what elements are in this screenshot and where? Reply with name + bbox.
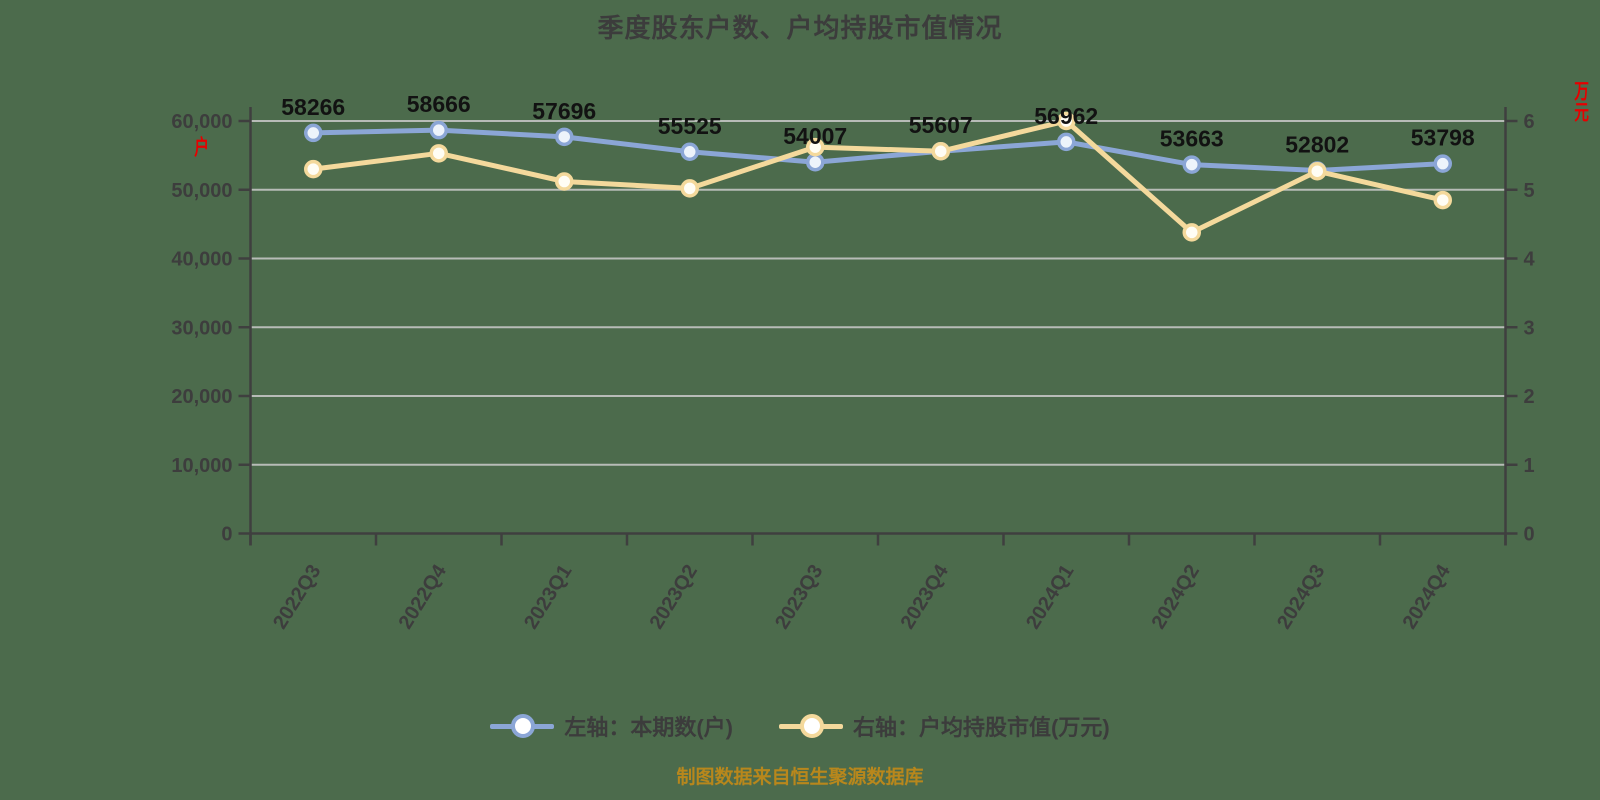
left-axis-unit-label: 户 [192, 136, 209, 157]
left-axis-tick-label: 0 [221, 524, 232, 546]
value-label-2024Q3: 52802 [1285, 131, 1349, 157]
value-label-2022Q3: 58266 [281, 94, 345, 120]
right-axis-tick-label: 0 [1524, 524, 1535, 546]
x-axis-label-2023Q2: 2023Q2 [646, 561, 702, 633]
left-axis-tick-label: 40,000 [171, 249, 232, 271]
point-avg-holding-value-2023Q1[interactable] [555, 172, 574, 191]
right-axis-unit-label: 万元 [1572, 80, 1589, 122]
legend-item-current-holders[interactable]: 左轴：本期数(户) [490, 710, 733, 742]
legend-label-avg-holding-value: 右轴：户均持股市值(万元) [853, 715, 1110, 740]
value-label-2023Q2: 55525 [658, 113, 722, 139]
point-current-holders-2022Q4[interactable] [429, 120, 448, 140]
point-current-holders-2023Q2[interactable] [680, 142, 699, 162]
point-current-holders-2024Q1[interactable] [1057, 132, 1076, 152]
left-axis-tick-label: 30,000 [171, 317, 232, 339]
series-line-avg-holding-value [310, 118, 1446, 235]
point-avg-holding-value-2024Q1[interactable] [1057, 111, 1076, 131]
point-avg-holding-value-2022Q3[interactable] [304, 159, 323, 179]
point-current-holders-2024Q2[interactable] [1182, 155, 1201, 174]
x-axis-label-2022Q4: 2022Q4 [395, 560, 452, 633]
point-current-holders-2022Q3[interactable] [304, 123, 323, 143]
value-label-2022Q4: 58666 [407, 91, 471, 117]
point-avg-holding-value-2023Q4[interactable] [931, 142, 950, 161]
right-axis-tick-label: 4 [1524, 249, 1536, 271]
chart-title: 季度股东户数、户均持股市值情况 [597, 13, 1003, 43]
x-axis-label-2024Q2: 2024Q2 [1148, 561, 1204, 633]
value-label-2023Q1: 57696 [532, 98, 596, 124]
x-axis-label-2024Q1: 2024Q1 [1022, 561, 1078, 633]
right-axis-tick-label: 6 [1524, 111, 1535, 133]
right-axis-tick-label: 2 [1524, 386, 1535, 408]
point-avg-holding-value-2024Q3[interactable] [1308, 161, 1327, 181]
right-axis-tick-label: 1 [1524, 455, 1535, 477]
data-source-caption: 制图数据来自恒生聚源数据库 [676, 767, 924, 788]
series-line-current-holders [310, 127, 1446, 173]
x-axis-label-2023Q4: 2023Q4 [897, 560, 954, 633]
x-axis-label-2024Q3: 2024Q3 [1273, 561, 1329, 633]
legend-item-avg-holding-value[interactable]: 右轴：户均持股市值(万元) [779, 710, 1110, 742]
right-axis-tick-label: 5 [1524, 180, 1535, 202]
value-label-2023Q4: 55607 [909, 112, 973, 138]
left-axis-tick-label: 50,000 [171, 180, 232, 202]
right-axis-tick-label: 3 [1524, 317, 1535, 339]
left-axis-tick-label: 60,000 [171, 111, 232, 133]
value-label-2024Q4: 53798 [1411, 125, 1475, 151]
point-avg-holding-value-2024Q4[interactable] [1433, 190, 1452, 210]
legend-label-current-holders: 左轴：本期数(户) [564, 715, 733, 740]
legend-marker-yellow-icon [779, 713, 843, 739]
point-avg-holding-value-2023Q3[interactable] [806, 137, 825, 157]
x-axis-label-2024Q4: 2024Q4 [1399, 560, 1456, 633]
point-avg-holding-value-2022Q4[interactable] [429, 144, 448, 163]
point-current-holders-2023Q1[interactable] [555, 127, 574, 147]
point-avg-holding-value-2023Q2[interactable] [680, 179, 699, 198]
value-label-2024Q1: 56962 [1034, 103, 1098, 129]
legend: 左轴：本期数(户) 右轴：户均持股市值(万元) [0, 710, 1600, 742]
point-current-holders-2024Q4[interactable] [1433, 154, 1452, 173]
point-avg-holding-value-2024Q2[interactable] [1182, 223, 1201, 242]
left-axis-tick-label: 20,000 [171, 386, 232, 408]
x-axis-label-2023Q1: 2023Q1 [520, 561, 576, 633]
value-label-2023Q3: 54007 [783, 123, 847, 149]
x-axis-label-2023Q3: 2023Q3 [771, 561, 827, 633]
left-axis-tick-label: 10,000 [171, 455, 232, 477]
point-current-holders-2023Q3[interactable] [806, 152, 825, 172]
x-axis-label-2022Q3: 2022Q3 [269, 561, 325, 633]
value-label-2024Q2: 53663 [1160, 126, 1224, 152]
legend-marker-blue-icon [490, 713, 555, 739]
